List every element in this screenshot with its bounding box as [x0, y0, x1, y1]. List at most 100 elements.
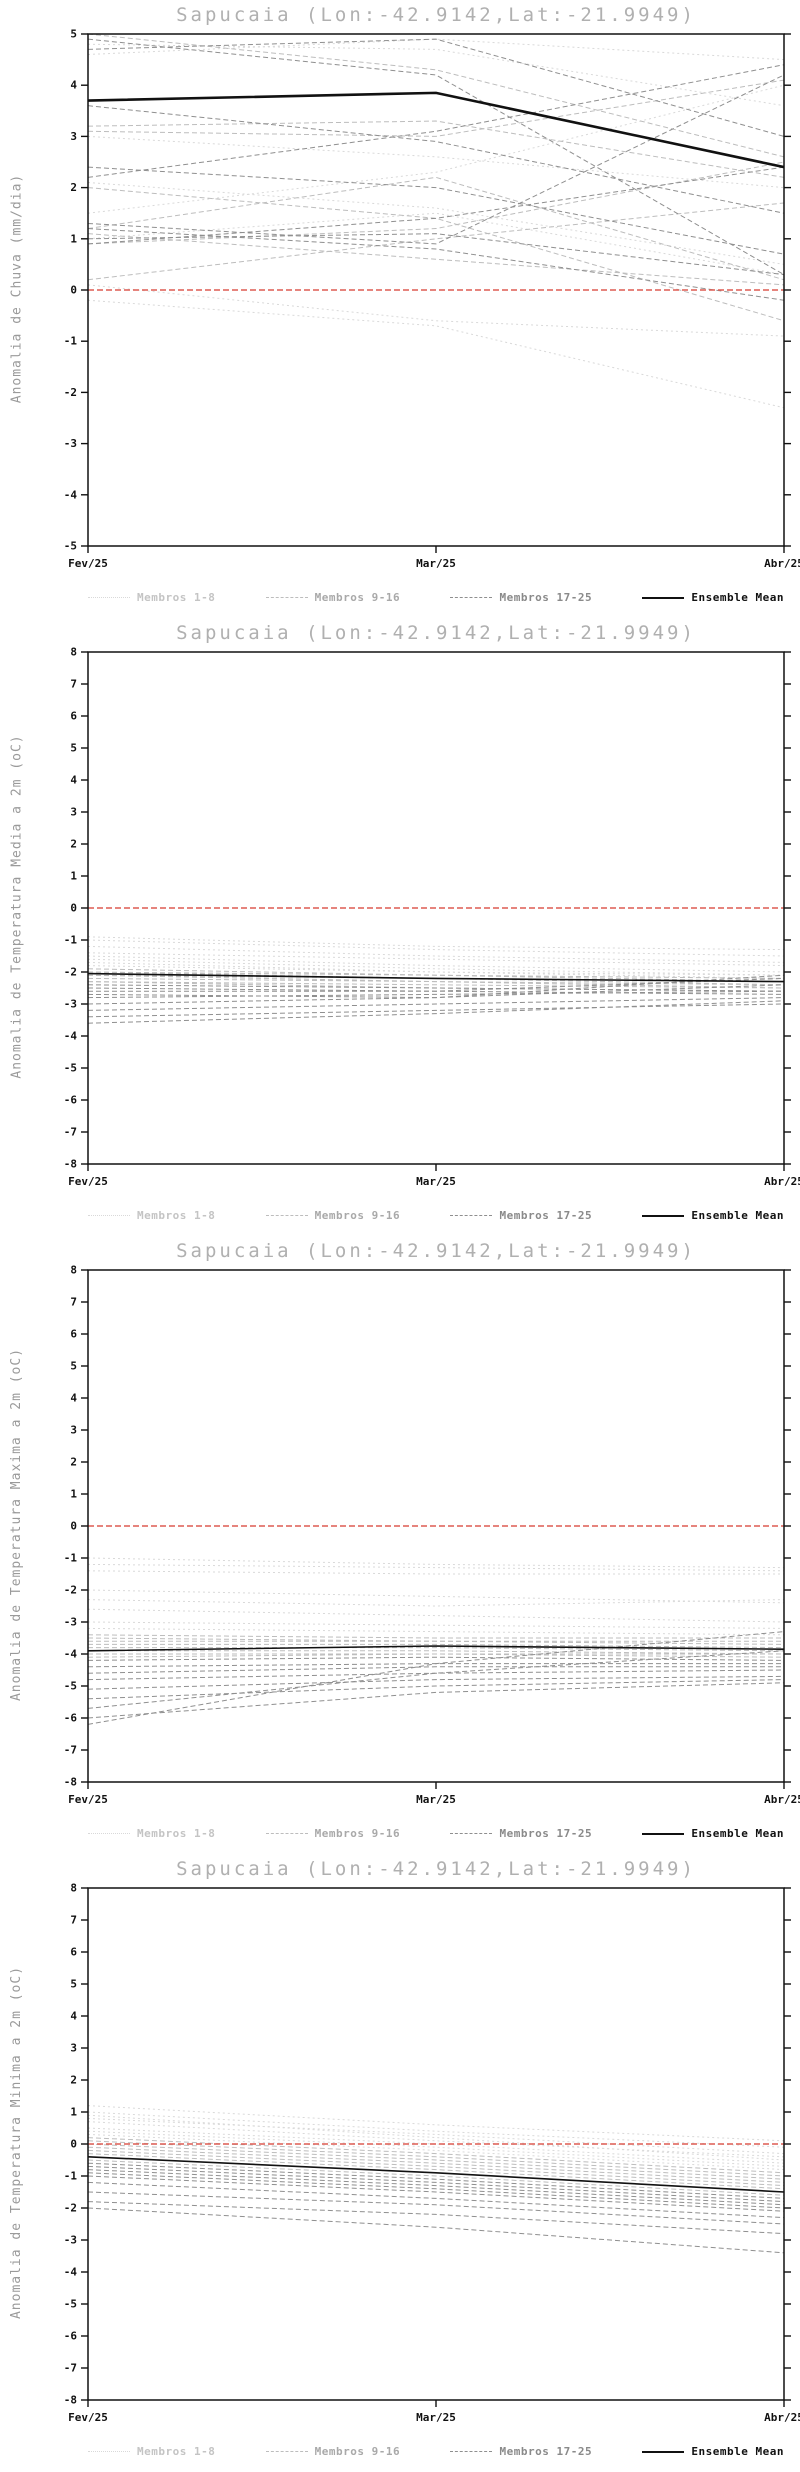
legend-item-members-9-16: Membros 9-16 [265, 1209, 401, 1222]
chart-panel-max-temp-anomaly: Sapucaia (Lon:-42.9142,Lat:-21.9949) Ano… [0, 1236, 800, 1854]
svg-text:0: 0 [70, 284, 77, 297]
chart-legend: Membros 1-8 Membros 9-16 Membros 17-25 E… [88, 2445, 784, 2458]
svg-text:0: 0 [70, 1520, 77, 1533]
svg-text:-3: -3 [64, 1616, 77, 1629]
legend-line-sample [450, 2451, 493, 2452]
legend-item-ensemble-mean: Ensemble Mean [642, 2445, 784, 2458]
legend-item-members-9-16: Membros 9-16 [265, 1827, 400, 1840]
svg-text:Fev/25: Fev/25 [68, 557, 108, 570]
legend-label: Membros 1-8 [137, 1209, 216, 1222]
svg-text:-3: -3 [64, 2234, 77, 2247]
legend-item-members-17-25: Membros 17-25 [450, 2445, 592, 2458]
chart-canvas: -8 -7 -6 -5 -4 -3 -2 -1 0 1 2 3 4 5 6 7 8 Fev/25 Mar/25 Abr… [64, 1882, 800, 2424]
legend-line-sample [88, 1833, 130, 1834]
svg-text:-7: -7 [64, 1126, 77, 1139]
chart-panel-mean-temp-anomaly: Sapucaia (Lon:-42.9142,Lat:-21.9949) Ano… [0, 618, 800, 1236]
legend-line-sample [88, 2451, 130, 2452]
legend-line-sample [265, 2451, 308, 2452]
svg-text:8: 8 [70, 646, 77, 659]
legend-line-sample [450, 597, 493, 598]
svg-text:Fev/25: Fev/25 [68, 1793, 108, 1806]
chart-title: Sapucaia (Lon:-42.9142,Lat:-21.9949) [176, 1240, 696, 1262]
legend-item-members-9-16: Membros 9-16 [265, 2445, 400, 2458]
legend-label: Ensemble Mean [691, 1827, 784, 1840]
legend-label: Membros 9-16 [314, 1209, 401, 1222]
svg-text:8: 8 [70, 1264, 77, 1277]
svg-text:-5: -5 [64, 1680, 77, 1693]
svg-text:0: 0 [70, 902, 77, 915]
svg-text:-4: -4 [64, 2266, 78, 2279]
legend-item-members-1-8: Membros 1-8 [88, 1209, 215, 1222]
legend-line-sample [265, 597, 308, 598]
svg-text:2: 2 [70, 181, 77, 194]
legend-label: Ensemble Mean [691, 591, 784, 604]
svg-text:6: 6 [70, 1946, 77, 1959]
legend-label: Membros 17-25 [499, 1827, 593, 1840]
legend-line-sample [450, 1215, 493, 1216]
svg-text:Abr/25: Abr/25 [764, 1175, 800, 1188]
legend-label: Membros 1-8 [137, 591, 216, 604]
legend-line-sample [642, 596, 685, 599]
svg-text:-1: -1 [64, 1552, 78, 1565]
svg-text:-1: -1 [64, 335, 78, 348]
chart-legend: Membros 1-8 Membros 9-16 Membros 17-25 E… [88, 1209, 784, 1222]
svg-text:Mar/25: Mar/25 [416, 1793, 456, 1806]
svg-text:-8: -8 [64, 2394, 77, 2407]
legend-item-ensemble-mean: Ensemble Mean [642, 1209, 784, 1222]
svg-text:6: 6 [70, 1328, 77, 1341]
legend-label: Membros 17-25 [499, 2445, 593, 2458]
svg-text:Mar/25: Mar/25 [416, 2411, 456, 2424]
legend-line-sample [88, 597, 130, 598]
svg-text:-2: -2 [64, 2202, 77, 2215]
svg-text:-6: -6 [64, 1094, 78, 1107]
svg-text:-1: -1 [64, 2170, 78, 2183]
legend-item-ensemble-mean: Ensemble Mean [642, 1827, 784, 1840]
svg-text:-4: -4 [64, 1030, 78, 1043]
svg-text:-3: -3 [64, 998, 77, 1011]
legend-line-sample [450, 1833, 493, 1834]
svg-text:Fev/25: Fev/25 [68, 1175, 108, 1188]
chart-canvas: -8 -7 -6 -5 -4 -3 -2 -1 0 1 2 3 4 5 6 7 8 Fev/25 Mar/25 Abr… [64, 1264, 800, 1806]
svg-text:-4: -4 [64, 1648, 78, 1661]
chart-legend: Membros 1-8 Membros 9-16 Membros 17-25 E… [88, 591, 784, 604]
legend-line-sample [88, 1215, 130, 1216]
legend-label: Membros 17-25 [499, 1209, 593, 1222]
svg-text:3: 3 [70, 1424, 77, 1437]
svg-text:-7: -7 [64, 1744, 77, 1757]
svg-text:6: 6 [70, 710, 77, 723]
legend-item-members-17-25: Membros 17-25 [450, 1827, 592, 1840]
legend-item-members-1-8: Membros 1-8 [88, 591, 215, 604]
legend-label: Membros 17-25 [499, 591, 593, 604]
svg-text:4: 4 [70, 1392, 77, 1405]
svg-text:4: 4 [70, 2010, 77, 2023]
svg-text:-2: -2 [64, 1584, 77, 1597]
svg-text:-8: -8 [64, 1158, 77, 1171]
svg-text:2: 2 [70, 2074, 77, 2087]
svg-text:1: 1 [70, 2106, 77, 2119]
chart-panel-rain-anomaly: Sapucaia (Lon:-42.9142,Lat:-21.9949) Ano… [0, 0, 800, 618]
svg-text:7: 7 [70, 678, 77, 691]
svg-text:2: 2 [70, 1456, 77, 1469]
legend-line-sample [642, 2450, 685, 2453]
svg-text:-2: -2 [64, 386, 77, 399]
svg-text:Abr/25: Abr/25 [764, 2411, 800, 2424]
svg-text:8: 8 [70, 1882, 77, 1895]
svg-text:5: 5 [70, 28, 77, 41]
chart-panel-min-temp-anomaly: Sapucaia (Lon:-42.9142,Lat:-21.9949) Ano… [0, 1854, 800, 2472]
svg-text:0: 0 [70, 2138, 77, 2151]
svg-text:1: 1 [70, 870, 77, 883]
svg-text:2: 2 [70, 838, 77, 851]
legend-item-ensemble-mean: Ensemble Mean [642, 591, 784, 604]
svg-text:Mar/25: Mar/25 [416, 1175, 456, 1188]
legend-item-members-1-8: Membros 1-8 [88, 1827, 215, 1840]
chart-canvas: -5 -4 -3 -2 -1 0 1 2 3 4 5 Fev/25 Mar/25 Abr/25 [64, 28, 800, 570]
svg-text:-8: -8 [64, 1776, 77, 1789]
svg-text:-2: -2 [64, 966, 77, 979]
svg-text:Mar/25: Mar/25 [416, 557, 456, 570]
svg-text:-1: -1 [64, 934, 78, 947]
svg-text:Abr/25: Abr/25 [764, 557, 800, 570]
legend-line-sample [265, 1833, 308, 1834]
svg-text:7: 7 [70, 1296, 77, 1309]
legend-label: Ensemble Mean [691, 1209, 784, 1222]
svg-text:-7: -7 [64, 2362, 77, 2375]
